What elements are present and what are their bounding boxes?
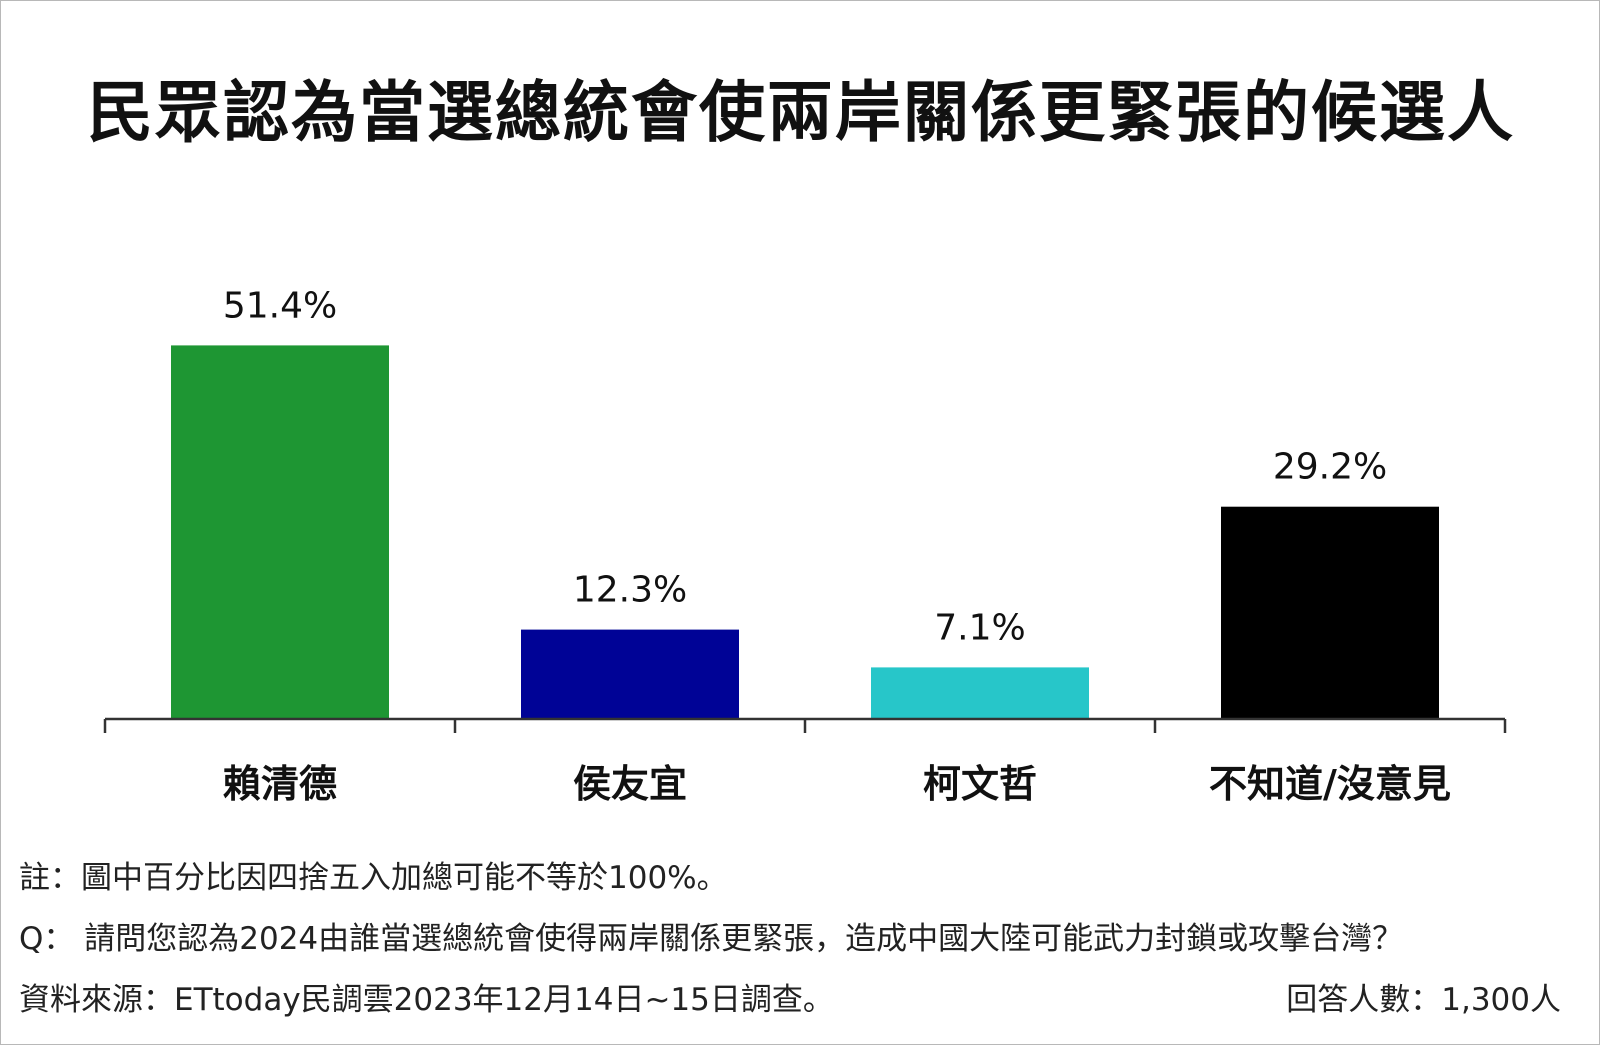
bar-value-label-4: 29.2% [1273,447,1387,488]
data-source: 資料來源：ETtoday民調雲2023年12月14日~15日調查。 [19,982,834,1018]
respondent-count: 回答人數：1,300人 [1286,982,1561,1018]
category-label-4: 不知道/沒意見 [1209,762,1451,806]
bar-4 [1221,506,1439,719]
labels-layer: 51.4% 賴清德 12.3% 侯友宜 7.1% 柯文哲 29.2% 不知道/沒意見 [223,285,1451,806]
footnote: 註：圖中百分比因四捨五入加總可能不等於100%。 [19,860,728,896]
x-axis [103,717,1507,733]
bar-3 [871,667,1089,719]
chart-title: 民眾認為當選總統會使兩岸關係更緊張的候選人 [87,74,1515,151]
category-label-2: 侯友宜 [573,762,687,806]
category-label-1: 賴清德 [223,762,337,806]
survey-question: Q： 請問您認為2024由誰當選總統會使得兩岸關係更緊張，造成中國大陸可能武力封… [19,921,1404,957]
bars-layer [171,345,1439,719]
bar-value-label-2: 12.3% [573,570,687,611]
bar-value-label-1: 51.4% [223,285,337,326]
bar-value-label-3: 7.1% [934,607,1025,648]
category-label-3: 柯文哲 [923,762,1037,806]
bar-1 [171,345,389,719]
bar-2 [521,629,739,719]
